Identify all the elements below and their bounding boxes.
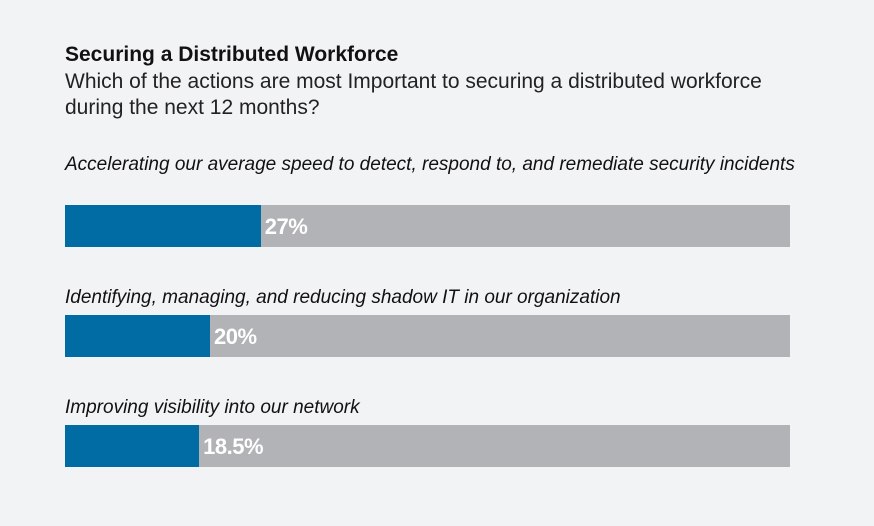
- bar-track-2: 20%: [65, 315, 790, 357]
- bar-2: [65, 315, 210, 357]
- category-label-3: Improving visibility into our network: [65, 397, 360, 418]
- bar-track-1: 27%: [65, 205, 790, 247]
- bar-value-label-1: 27%: [264, 214, 308, 239]
- chart-subtitle: Which of the actions are most Important …: [65, 70, 762, 119]
- bar-1: [65, 205, 261, 247]
- category-label-1: Accelerating our average speed to detect…: [65, 154, 795, 175]
- bar-value-label-2: 20%: [214, 324, 257, 349]
- category-label-2: Identifying, managing, and reducing shad…: [65, 287, 621, 308]
- bar-track-3: 18.5%: [65, 425, 790, 467]
- chart-title: Securing a Distributed Workforce: [65, 43, 399, 66]
- bar-3: [65, 425, 200, 467]
- bar-value-label-3: 18.5%: [203, 434, 264, 459]
